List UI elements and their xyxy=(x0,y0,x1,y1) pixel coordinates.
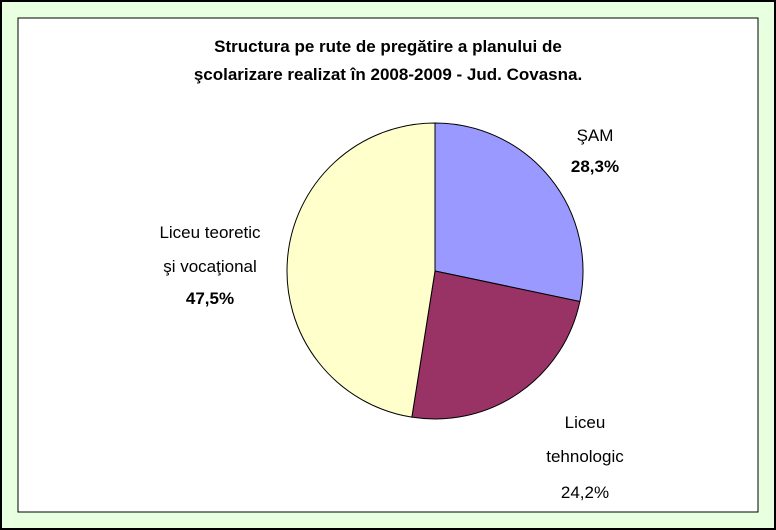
value-label: 28,3% xyxy=(571,157,619,176)
category-label: ŞAM xyxy=(577,126,614,145)
category-label: Liceu teoretic şi vocaţional xyxy=(159,223,261,276)
chart-title: Structura pe rute de pregătire a planulu… xyxy=(194,37,582,84)
value-label: 47,5% xyxy=(186,289,234,308)
pie-slice xyxy=(286,122,436,418)
pie-slice xyxy=(434,122,584,303)
category-label: Liceu tehnologic xyxy=(546,413,624,466)
value-label: 24,2% xyxy=(561,483,609,502)
pie-slice xyxy=(411,270,581,420)
